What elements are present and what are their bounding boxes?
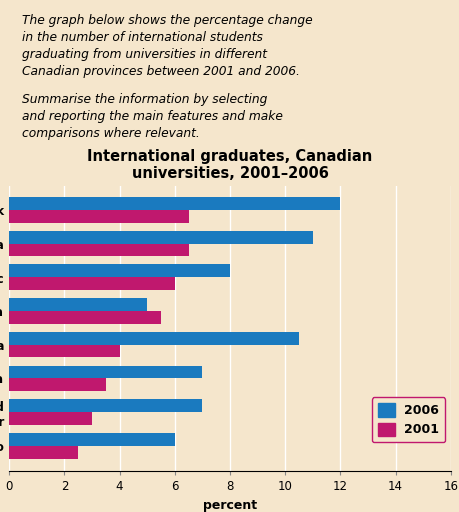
Bar — [9, 345, 119, 357]
X-axis label: percent: percent — [202, 499, 257, 511]
Bar — [9, 433, 174, 446]
Title: International graduates, Canadian
universities, 2001–2006: International graduates, Canadian univer… — [87, 148, 372, 181]
Bar — [9, 278, 174, 290]
Bar — [9, 446, 78, 459]
Bar — [9, 244, 188, 257]
Text: Summarise the information by selecting
and reporting the main features and make
: Summarise the information by selecting a… — [22, 93, 283, 140]
Bar — [9, 412, 92, 425]
Bar — [9, 399, 202, 412]
Bar — [9, 197, 340, 210]
Bar — [9, 311, 161, 324]
Bar — [9, 231, 312, 244]
Bar — [9, 265, 230, 278]
Legend: 2006, 2001: 2006, 2001 — [371, 397, 444, 442]
Bar — [9, 210, 188, 223]
Bar — [9, 366, 202, 378]
Bar — [9, 298, 147, 311]
Bar — [9, 378, 106, 391]
Bar — [9, 332, 298, 345]
Text: The graph below shows the percentage change
in the number of international stude: The graph below shows the percentage cha… — [22, 13, 313, 77]
